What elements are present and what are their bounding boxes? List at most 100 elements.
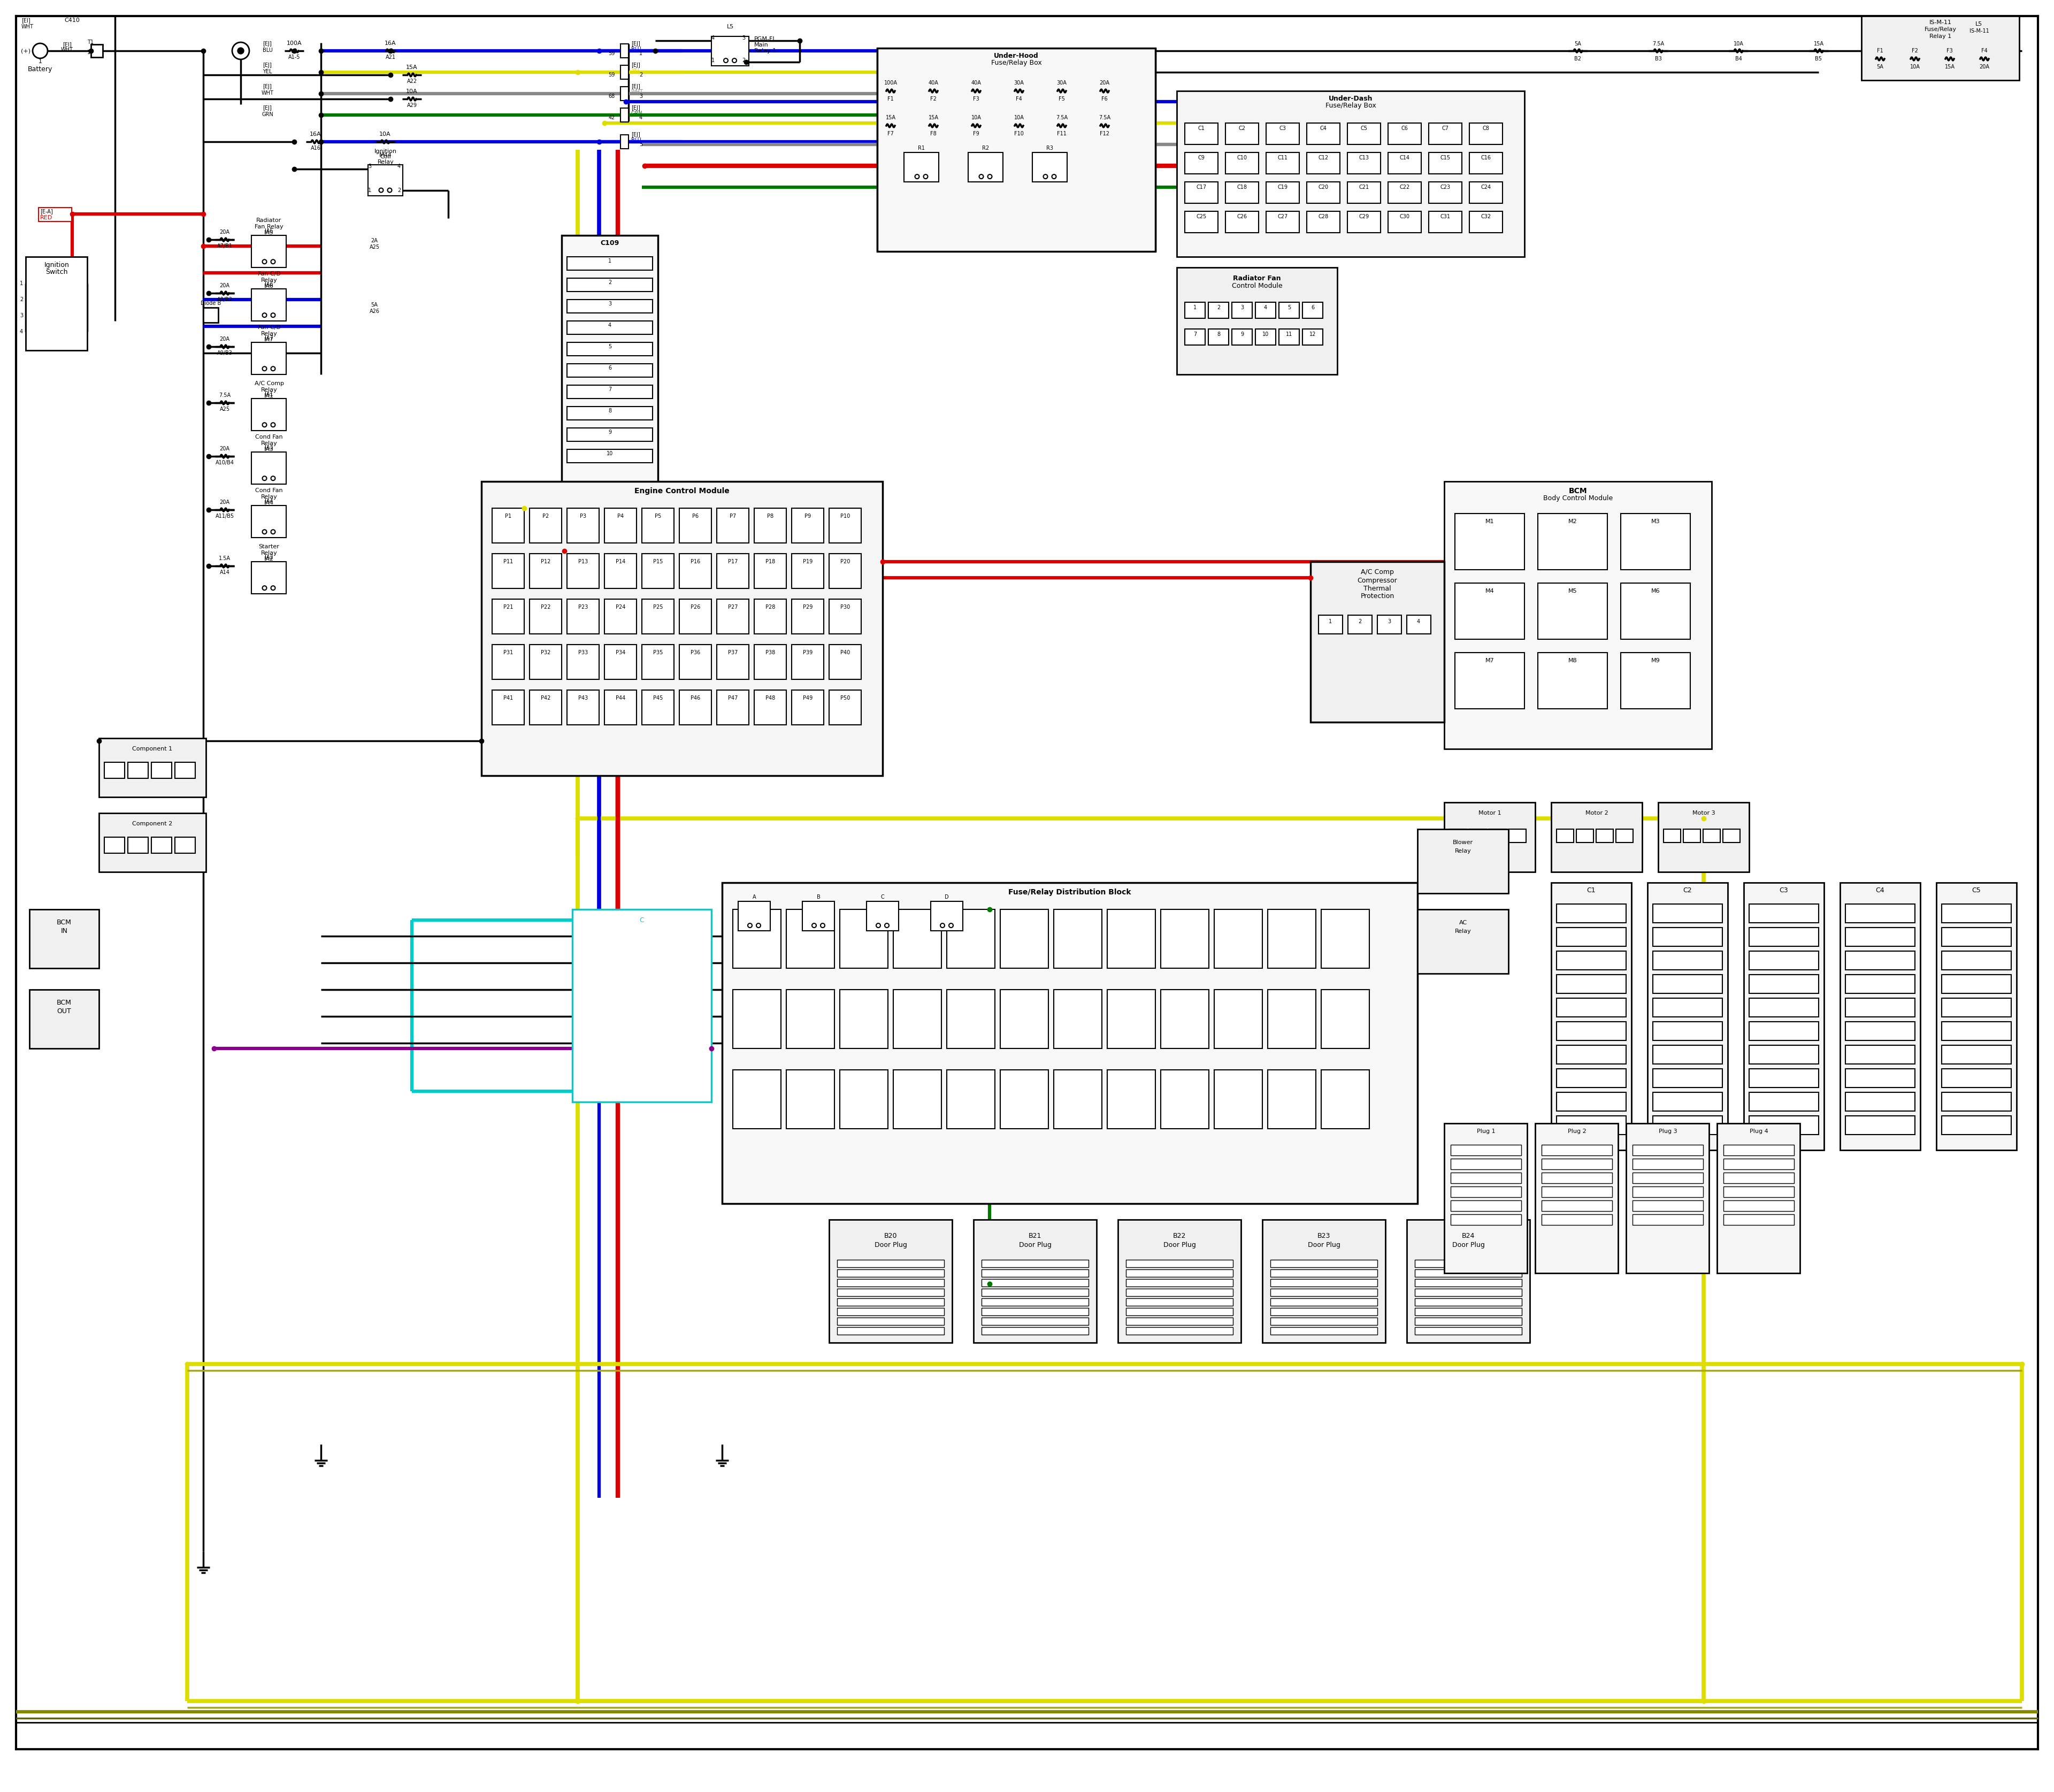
Bar: [530, 509, 561, 543]
Text: P7: P7: [729, 514, 735, 520]
Text: Plug 1: Plug 1: [1477, 1129, 1495, 1134]
Text: 1: 1: [711, 57, 715, 63]
Text: C23: C23: [1440, 185, 1450, 190]
Bar: [567, 645, 600, 679]
Text: P50: P50: [840, 695, 850, 701]
Text: 7.5A: 7.5A: [1099, 115, 1111, 120]
Bar: [567, 509, 600, 543]
Text: P40: P40: [840, 650, 850, 656]
Text: M8: M8: [1567, 658, 1577, 663]
Bar: [982, 1308, 1089, 1315]
Text: A25: A25: [220, 407, 230, 412]
Bar: [105, 837, 125, 853]
Bar: [1430, 181, 1462, 202]
Bar: [791, 645, 824, 679]
Bar: [1750, 1021, 1818, 1041]
Bar: [1557, 903, 1627, 923]
Circle shape: [271, 586, 275, 590]
Text: Plug 2: Plug 2: [1567, 1129, 1586, 1134]
Bar: [1844, 1045, 1914, 1064]
Text: 100A: 100A: [288, 41, 302, 47]
Text: Motor 2: Motor 2: [1586, 810, 1608, 815]
Circle shape: [756, 923, 760, 928]
Circle shape: [388, 188, 392, 192]
Bar: [127, 762, 148, 778]
Bar: [1389, 152, 1421, 174]
Text: C7: C7: [1442, 125, 1448, 131]
Bar: [530, 554, 561, 588]
Text: Radiator Fan: Radiator Fan: [1232, 274, 1282, 281]
Bar: [1557, 1068, 1627, 1088]
Bar: [1538, 582, 1608, 640]
Bar: [1750, 903, 1818, 923]
Bar: [1415, 1297, 1522, 1306]
Bar: [1744, 883, 1824, 1150]
Text: 1: 1: [21, 281, 23, 287]
Text: C3: C3: [1280, 125, 1286, 131]
Text: 2: 2: [1216, 305, 1220, 310]
Text: 7: 7: [1193, 332, 1197, 337]
Text: Relay: Relay: [261, 495, 277, 500]
Text: A16: A16: [310, 145, 320, 151]
Bar: [1941, 952, 2011, 969]
Bar: [567, 321, 653, 335]
Bar: [1267, 909, 1317, 968]
Bar: [1450, 1145, 1522, 1156]
Bar: [203, 308, 218, 323]
Text: BCM: BCM: [58, 1000, 72, 1007]
Bar: [1347, 124, 1380, 145]
Text: A11/B5: A11/B5: [216, 514, 234, 520]
Bar: [620, 43, 629, 57]
Text: C1: C1: [1588, 887, 1596, 894]
Bar: [1255, 303, 1276, 319]
Bar: [1653, 952, 1723, 969]
Bar: [493, 645, 524, 679]
Bar: [1450, 1159, 1522, 1170]
Bar: [904, 152, 939, 181]
Text: P10: P10: [840, 514, 850, 520]
Bar: [1185, 124, 1218, 145]
Text: C2: C2: [1239, 125, 1245, 131]
Text: M1: M1: [1485, 520, 1493, 525]
Text: 1: 1: [39, 59, 41, 65]
Text: IA3: IA3: [265, 446, 273, 452]
Text: WHT: WHT: [21, 23, 33, 29]
Text: R2: R2: [982, 145, 990, 151]
Bar: [1750, 975, 1818, 993]
Text: A/C Comp: A/C Comp: [1362, 568, 1395, 575]
Bar: [1265, 181, 1300, 202]
Text: P29: P29: [803, 604, 813, 609]
Bar: [1653, 928, 1723, 946]
Text: M6: M6: [1651, 588, 1660, 593]
Bar: [1269, 1269, 1378, 1278]
Text: 15A: 15A: [407, 65, 417, 70]
Text: P17: P17: [727, 559, 737, 564]
Bar: [1750, 1045, 1818, 1064]
Bar: [1454, 514, 1524, 570]
Text: P16: P16: [690, 559, 700, 564]
Text: F1: F1: [887, 97, 893, 102]
Text: [EI]: [EI]: [21, 18, 31, 23]
Text: P12: P12: [540, 559, 550, 564]
Text: P14: P14: [616, 559, 624, 564]
Text: Plug 3: Plug 3: [1658, 1129, 1676, 1134]
Text: F4: F4: [1017, 97, 1023, 102]
Text: P43: P43: [577, 695, 587, 701]
Text: 1: 1: [368, 188, 372, 194]
Circle shape: [380, 188, 384, 192]
Bar: [1653, 1068, 1723, 1088]
Text: P37: P37: [727, 650, 737, 656]
Text: P6: P6: [692, 514, 698, 520]
Text: B24: B24: [1462, 1233, 1475, 1238]
Bar: [1844, 975, 1914, 993]
Text: A25: A25: [370, 244, 380, 249]
Text: P4: P4: [618, 514, 624, 520]
Text: 42: 42: [608, 115, 614, 120]
Bar: [1538, 652, 1608, 710]
Circle shape: [271, 367, 275, 371]
Text: B3: B3: [1656, 56, 1662, 61]
Bar: [1321, 1070, 1370, 1129]
Text: Fuse/Relay Box: Fuse/Relay Box: [990, 59, 1041, 66]
Bar: [1941, 1116, 2011, 1134]
Text: 7.5A: 7.5A: [1651, 41, 1664, 47]
